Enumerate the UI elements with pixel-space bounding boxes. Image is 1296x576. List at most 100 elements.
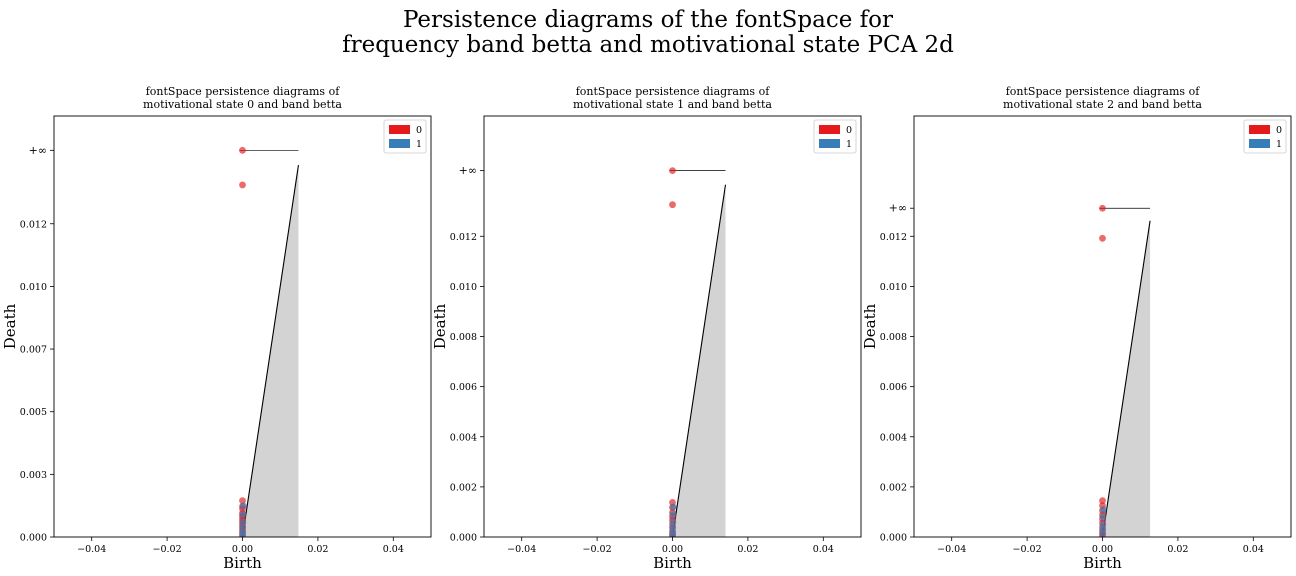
- y-tick-label: 0.000: [450, 533, 477, 544]
- plot-frame: [53, 115, 432, 538]
- infinity-tick-label: +∞: [459, 164, 477, 177]
- plot-title-line-2: motivational state 0 and band betta: [143, 98, 342, 111]
- legend: 01: [813, 119, 857, 154]
- plot-title-line-1: fontSpace persistence diagrams of: [146, 85, 340, 98]
- plot-title-line-1: fontSpace persistence diagrams of: [1006, 85, 1200, 98]
- point-series-1-0: [1099, 506, 1107, 513]
- y-tick-label: 0.012: [880, 232, 907, 243]
- point-series-1-1: [1099, 513, 1107, 521]
- point-series-1-4: [1099, 529, 1107, 537]
- point-series-1-3: [239, 523, 247, 531]
- y-tick-label: 0.007: [20, 345, 47, 356]
- y-tick-label: 0.002: [450, 482, 477, 493]
- x-tick-label: 0.00: [662, 544, 683, 555]
- y-axis-label: Death: [431, 303, 449, 349]
- point-series-1-1: [239, 511, 247, 518]
- x-tick-label: −0.04: [77, 544, 106, 555]
- x-tick-label: −0.02: [1013, 544, 1042, 555]
- x-tick-label: 0.00: [1092, 544, 1113, 555]
- point-series-0-1: [1099, 234, 1106, 242]
- point-series-1-0: [239, 502, 247, 510]
- y-tick-label: 0.012: [20, 219, 47, 230]
- y-tick-label: 0.008: [880, 332, 907, 343]
- x-tick-label: 0.04: [1243, 544, 1264, 555]
- point-series-0-0: [239, 146, 246, 154]
- plot-panel-2: −0.04 −0.02 0.00 0.02 0.04 0.000 0.002 0.004 0.0…: [861, 85, 1292, 572]
- x-tick-label: 0.04: [383, 544, 404, 555]
- y-axis-label: Death: [1, 303, 19, 349]
- point-series-1-0: [669, 503, 677, 511]
- x-tick-label: 0.02: [1167, 544, 1188, 555]
- x-tick-label: −0.02: [153, 544, 182, 555]
- point-series-1-2: [239, 518, 247, 526]
- legend-swatch-1: [389, 139, 410, 148]
- y-axis-label: Death: [861, 303, 879, 349]
- x-axis-label: Birth: [653, 554, 692, 572]
- y-tick-label: 0.008: [450, 332, 477, 343]
- legend-label-0: 0: [1276, 125, 1282, 136]
- legend-label-0: 0: [416, 125, 422, 136]
- infinity-tick-label: +∞: [29, 144, 47, 157]
- legend-swatch-1: [1249, 139, 1270, 148]
- plot-title-line-2: motivational state 2 and band betta: [1003, 98, 1202, 111]
- legend: 01: [383, 119, 427, 154]
- plot-panel-0: −0.04 −0.02 0.00 0.02 0.04 0.000 0.003 0.005 0.0…: [1, 85, 432, 572]
- y-tick-label: 0.006: [880, 382, 907, 393]
- legend-swatch-0: [1249, 125, 1270, 134]
- plot-area: [669, 167, 727, 537]
- legend-label-1: 1: [846, 139, 852, 150]
- diagonal-line: [1101, 220, 1151, 537]
- y-tick-label: 0.000: [20, 533, 47, 544]
- y-tick-label: 0.010: [450, 282, 477, 293]
- y-tick-label: 0.000: [880, 533, 907, 544]
- infinity-tick-label: +∞: [889, 202, 907, 215]
- plot-area: [239, 146, 299, 537]
- point-series-0-2: [239, 497, 246, 505]
- x-tick-label: −0.04: [937, 544, 966, 555]
- plot-area: [1099, 204, 1151, 537]
- legend: 01: [1243, 119, 1287, 154]
- point-series-1-1: [669, 511, 677, 518]
- legend-label-1: 1: [1276, 139, 1282, 150]
- plot-title-line-1: fontSpace persistence diagrams of: [576, 85, 770, 98]
- legend-swatch-0: [819, 125, 840, 134]
- figure-title-line-1: Persistence diagrams of the fontSpace fo…: [402, 7, 894, 33]
- diagonal-line: [241, 165, 299, 537]
- point-series-0-1: [239, 181, 246, 189]
- x-tick-label: −0.04: [507, 544, 536, 555]
- plot-frame: [483, 115, 862, 538]
- x-tick-label: −0.02: [583, 544, 612, 555]
- x-axis-label: Birth: [223, 554, 262, 572]
- x-tick-label: 0.02: [307, 544, 328, 555]
- y-tick-label: 0.010: [20, 282, 47, 293]
- x-tick-label: 0.02: [737, 544, 758, 555]
- diagonal-line: [671, 184, 727, 537]
- y-tick-label: 0.003: [20, 470, 47, 481]
- y-tick-label: 0.002: [880, 482, 907, 493]
- y-tick-label: 0.005: [20, 407, 47, 418]
- plot-title-line-2: motivational state 1 and band betta: [573, 98, 772, 111]
- point-series-0-0: [669, 167, 676, 175]
- legend-label-0: 0: [846, 125, 852, 136]
- x-tick-label: 0.00: [232, 544, 253, 555]
- point-series-0-1: [669, 201, 676, 209]
- point-series-1-5: [669, 531, 677, 537]
- x-tick-label: 0.04: [813, 544, 834, 555]
- y-tick-label: 0.010: [880, 282, 907, 293]
- y-tick-label: 0.012: [450, 232, 477, 243]
- y-tick-label: 0.004: [880, 432, 907, 443]
- plot-panel-1: −0.04 −0.02 0.00 0.02 0.04 0.000 0.002 0.004 0.0…: [431, 85, 862, 572]
- point-series-1-2: [1099, 521, 1107, 528]
- legend-swatch-0: [389, 125, 410, 134]
- point-series-0-0: [1099, 204, 1106, 212]
- plot-frame: [913, 115, 1292, 538]
- figure-title-line-2: frequency band betta and motivational st…: [342, 32, 954, 58]
- point-series-0-2: [1099, 497, 1106, 505]
- x-axis-label: Birth: [1083, 554, 1122, 572]
- point-series-1-5: [239, 531, 247, 537]
- point-series-1-3: [669, 523, 677, 531]
- legend-swatch-1: [819, 139, 840, 148]
- y-tick-label: 0.004: [450, 432, 477, 443]
